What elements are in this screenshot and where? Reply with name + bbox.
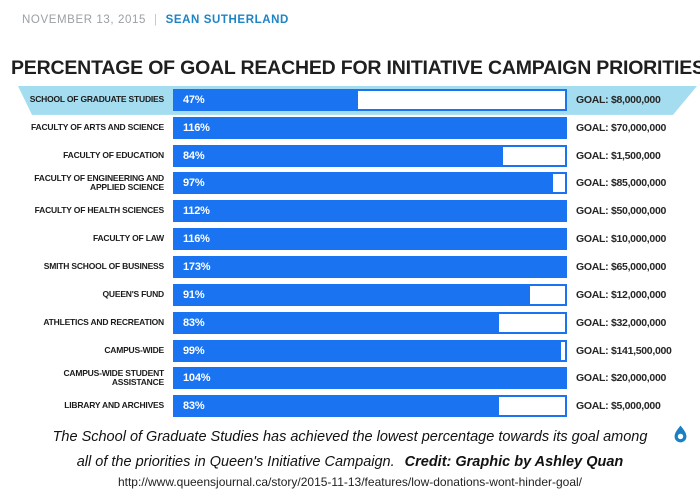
chart-row: FACULTY OF ENGINEERING AND APPLIED SCIEN… xyxy=(0,170,700,198)
caption-line-2-text: all of the priorities in Queen's Initiat… xyxy=(76,454,395,470)
bar-value: 116% xyxy=(183,233,210,246)
bar-track: 83% xyxy=(173,311,567,334)
chart-row: CAMPUS-WIDE STUDENT ASSISTANCE 104% GOAL… xyxy=(0,364,700,392)
bar-chart: SCHOOL OF GRADUATE STUDIES 47% GOAL: $8,… xyxy=(0,86,700,420)
bar-track: 83% xyxy=(173,395,567,418)
bar-track: 47% xyxy=(173,88,567,111)
caption-credit: Credit: Graphic by Ashley Quan xyxy=(404,454,624,470)
chart-row: QUEEN'S FUND 91% GOAL: $12,000,000 xyxy=(0,281,700,309)
bar-track: 104% xyxy=(173,367,567,390)
bar-track: 173% xyxy=(173,255,567,278)
bar-fill xyxy=(175,397,499,416)
chart-row: FACULTY OF ARTS AND SCIENCE 116% GOAL: $… xyxy=(0,114,700,142)
bar-value: 173% xyxy=(183,260,211,273)
bar-fill xyxy=(175,285,530,304)
chart-row: FACULTY OF EDUCATION 84% GOAL: $1,500,00… xyxy=(0,142,700,170)
bar-fill xyxy=(175,230,565,249)
bar-fill xyxy=(175,369,565,388)
chart-row: LIBRARY AND ARCHIVES 83% GOAL: $5,000,00… xyxy=(0,392,700,420)
goal-label: GOAL: $70,000,000 xyxy=(576,121,667,134)
goal-label: GOAL: $12,000,000 xyxy=(576,288,667,301)
bar-track: 99% xyxy=(173,339,567,362)
goal-label: GOAL: $10,000,000 xyxy=(576,233,667,246)
bar-fill xyxy=(175,313,499,332)
byline: NOVEMBER 13, 2015 | SEAN SUTHERLAND xyxy=(22,14,289,26)
row-label: FACULTY OF LAW xyxy=(92,233,164,244)
chart-row: SMITH SCHOOL OF BUSINESS 173% GOAL: $65,… xyxy=(0,253,700,281)
goal-label: GOAL: $50,000,000 xyxy=(576,205,667,218)
goal-label: GOAL: $1,500,000 xyxy=(576,149,661,162)
chart-title: PERCENTAGE OF GOAL REACHED FOR INITIATIV… xyxy=(11,57,700,79)
bar-track: 116% xyxy=(173,228,567,251)
bar-value: 112% xyxy=(183,205,210,218)
caption: The School of Graduate Studies has achie… xyxy=(0,429,700,489)
row-label: FACULTY OF HEALTH SCIENCES xyxy=(34,205,165,216)
bar-value: 47% xyxy=(183,93,205,106)
caption-line-1: The School of Graduate Studies has achie… xyxy=(52,429,648,445)
goal-label: GOAL: $5,000,000 xyxy=(576,400,661,413)
caption-line-2: all of the priorities in Queen's Initiat… xyxy=(0,454,700,470)
bar-fill xyxy=(175,341,562,360)
bar-fill xyxy=(175,257,565,276)
row-label: ATHLETICS AND RECREATION xyxy=(43,316,164,327)
goal-label: GOAL: $20,000,000 xyxy=(576,372,667,385)
chart-row: SCHOOL OF GRADUATE STUDIES 47% GOAL: $8,… xyxy=(0,86,700,114)
water-drop-icon xyxy=(674,425,687,443)
bar-value: 97% xyxy=(183,177,205,190)
chart-row: FACULTY OF LAW 116% GOAL: $10,000,000 xyxy=(0,225,700,253)
goal-label: GOAL: $65,000,000 xyxy=(576,260,667,273)
row-label: FACULTY OF ENGINEERING AND APPLIED SCIEN… xyxy=(34,172,164,193)
bar-fill xyxy=(175,118,565,137)
bar-track: 97% xyxy=(173,172,567,195)
bar-track: 84% xyxy=(173,144,567,167)
bar-track: 112% xyxy=(173,200,567,223)
source-url[interactable]: http://www.queensjournal.ca/story/2015-1… xyxy=(117,475,583,489)
goal-label: GOAL: $32,000,000 xyxy=(576,316,667,329)
goal-label: GOAL: $85,000,000 xyxy=(576,177,667,190)
bar-value: 99% xyxy=(183,344,205,357)
bar-value: 83% xyxy=(183,400,205,413)
row-label: SMITH SCHOOL OF BUSINESS xyxy=(43,261,164,272)
bar-fill xyxy=(175,174,554,193)
row-label: LIBRARY AND ARCHIVES xyxy=(64,400,164,411)
row-label: CAMPUS-WIDE xyxy=(104,344,164,355)
bar-value: 116% xyxy=(183,121,210,134)
author-link[interactable]: SEAN SUTHERLAND xyxy=(165,14,289,26)
chart-row: CAMPUS-WIDE 99% GOAL: $141,500,000 xyxy=(0,337,700,365)
row-label: SCHOOL OF GRADUATE STUDIES xyxy=(29,94,164,105)
bar-value: 84% xyxy=(183,149,205,162)
chart-row: FACULTY OF HEALTH SCIENCES 112% GOAL: $5… xyxy=(0,197,700,225)
bar-value: 91% xyxy=(183,288,205,301)
bar-fill xyxy=(175,90,359,109)
row-label: CAMPUS-WIDE STUDENT ASSISTANCE xyxy=(63,367,164,388)
byline-separator: | xyxy=(153,14,158,26)
bar-fill xyxy=(175,202,565,221)
row-label: FACULTY OF ARTS AND SCIENCE xyxy=(31,121,164,132)
goal-label: GOAL: $141,500,000 xyxy=(576,344,672,357)
bar-track: 116% xyxy=(173,116,567,139)
bar-track: 91% xyxy=(173,283,567,306)
bar-value: 83% xyxy=(183,316,205,329)
row-label: FACULTY OF EDUCATION xyxy=(63,149,164,160)
publish-date: NOVEMBER 13, 2015 xyxy=(22,14,146,26)
row-label: QUEEN'S FUND xyxy=(102,288,165,299)
chart-row: ATHLETICS AND RECREATION 83% GOAL: $32,0… xyxy=(0,309,700,337)
bar-fill xyxy=(175,146,503,165)
bar-value: 104% xyxy=(183,372,211,385)
goal-label: GOAL: $8,000,000 xyxy=(576,93,661,106)
